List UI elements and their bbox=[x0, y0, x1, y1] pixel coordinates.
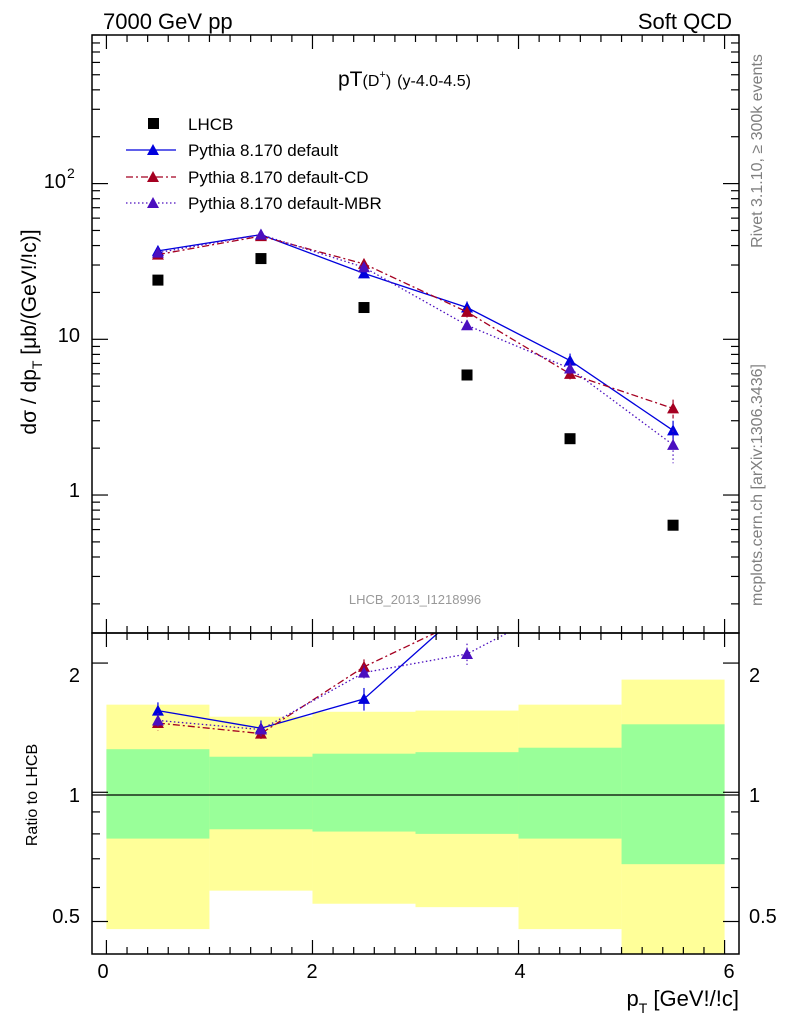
y-label-part-b: [μb/(GeV!/!c)] bbox=[18, 229, 41, 360]
ratio-y-tick-label-2: 2 bbox=[69, 665, 80, 687]
y-tick-label-100-exponent: 2 bbox=[67, 165, 75, 181]
ratio-plot-series bbox=[151, 633, 509, 741]
point-pythia-8-170-default-mbr-1 bbox=[254, 228, 267, 240]
legend-label-mbr: Pythia 8.170 default-MBR bbox=[188, 194, 382, 213]
ratio-y-tick-label-right-2: 2 bbox=[749, 665, 760, 687]
x-tick-label-4: 4 bbox=[514, 961, 525, 983]
ratio-y-axis-label: Ratio to LHCB bbox=[24, 744, 41, 846]
header-left: 7000 GeV pp bbox=[103, 9, 233, 34]
y-tick-label-100: 10 bbox=[44, 171, 66, 193]
point-pythia-8-170-default-mbr-3 bbox=[461, 319, 474, 331]
x-tick-label-0: 0 bbox=[97, 961, 108, 983]
main-axis-ticks bbox=[92, 34, 739, 633]
legend-label-default: Pythia 8.170 default bbox=[188, 141, 339, 160]
analysis-watermark: LHCB_2013_I1218996 bbox=[349, 592, 481, 607]
legend-marker-cd bbox=[147, 171, 159, 182]
x-tick-label-6: 6 bbox=[723, 961, 734, 983]
ratio-uncertainty-bands bbox=[106, 679, 725, 954]
point-pythia-8-170-default-mbr-0 bbox=[151, 246, 164, 258]
point-pythia-8-170-default-2 bbox=[357, 267, 370, 279]
ratio-y-tick-label-1: 1 bbox=[69, 785, 80, 807]
ratio-line-pythia-8-170-default bbox=[157, 633, 439, 729]
ratio-y-tick-label-right-0.5: 0.5 bbox=[749, 906, 777, 928]
point-lhcb-4 bbox=[564, 433, 576, 445]
legend-marker-default bbox=[147, 144, 159, 155]
header-right: Soft QCD bbox=[638, 9, 732, 34]
y-tick-label-10: 10 bbox=[58, 325, 80, 347]
ratio-band-green-4 bbox=[518, 747, 622, 839]
point-lhcb-2 bbox=[358, 302, 370, 314]
ratio-band-green-3 bbox=[415, 752, 519, 834]
line-pythia-8-170-default bbox=[157, 233, 674, 431]
plot-title: pT(D+) (y-4.0-4.5) bbox=[338, 68, 471, 91]
ratio-point-pythia-8-170-default-2 bbox=[357, 692, 370, 704]
x-axis-label: pT [GeV!/!c] bbox=[626, 986, 739, 1016]
legend-label-cd: Pythia 8.170 default-CD bbox=[188, 168, 369, 187]
ratio-point-pythia-8-170-default-mbr-3 bbox=[461, 647, 474, 659]
main-y-axis-label: dσ / dpT [μb/(GeV!/!c)] bbox=[18, 229, 45, 434]
line-pythia-8-170-default-cd bbox=[157, 235, 674, 410]
y-tick-label-1: 1 bbox=[69, 480, 80, 502]
ratio-y-tick-label-right-1: 1 bbox=[749, 785, 760, 807]
ratio-line-pythia-8-170-default-mbr bbox=[157, 633, 509, 731]
ratio-point-pythia-8-170-default-mbr-0 bbox=[151, 714, 164, 726]
point-pythia-8-170-default-cd-5 bbox=[667, 402, 680, 414]
line-pythia-8-170-default-mbr bbox=[157, 233, 674, 446]
point-lhcb-3 bbox=[461, 369, 473, 381]
point-lhcb-1 bbox=[255, 253, 267, 265]
ratio-point-pythia-8-170-default-mbr-2 bbox=[357, 666, 370, 678]
ratio-y-tick-label-0.5: 0.5 bbox=[52, 906, 80, 928]
ratio-point-pythia-8-170-default-0 bbox=[151, 704, 164, 716]
ratio-band-green-0 bbox=[106, 749, 210, 839]
ratio-band-green-2 bbox=[312, 753, 416, 832]
x-tick-label-2: 2 bbox=[306, 961, 317, 983]
mcplots-label: mcplots.cern.ch [arXiv:1306.3436] bbox=[749, 364, 766, 606]
legend-marker-mbr bbox=[147, 197, 159, 208]
point-pythia-8-170-default-4 bbox=[564, 354, 577, 366]
y-label-sub: T bbox=[29, 360, 45, 369]
point-lhcb-5 bbox=[667, 519, 679, 531]
point-pythia-8-170-default-mbr-5 bbox=[667, 438, 680, 450]
ratio-axis-ticks bbox=[92, 633, 739, 954]
rivet-label: Rivet 3.1.10, ≥ 300k events bbox=[749, 54, 766, 248]
ratio-line-pythia-8-170-default-cd bbox=[157, 633, 437, 735]
y-label-part-a: dσ / dp bbox=[18, 369, 41, 435]
ratio-band-green-5 bbox=[621, 724, 725, 865]
legend-label-lhcb: LHCB bbox=[188, 115, 233, 134]
main-plot-series bbox=[151, 228, 680, 531]
point-lhcb-0 bbox=[152, 274, 164, 286]
point-pythia-8-170-default-mbr-4 bbox=[564, 362, 577, 374]
ratio-point-pythia-8-170-default-mbr-1 bbox=[254, 723, 267, 735]
ratio-band-green-1 bbox=[209, 756, 313, 830]
svg-text:dσ / dpT [μb/(GeV!/!c)]: dσ / dpT [μb/(GeV!/!c)] bbox=[18, 229, 45, 434]
point-pythia-8-170-default-mbr-2 bbox=[357, 261, 370, 273]
legend-marker-lhcb bbox=[148, 118, 159, 129]
point-pythia-8-170-default-cd-3 bbox=[461, 305, 474, 317]
point-pythia-8-170-default-5 bbox=[667, 424, 680, 436]
legend: LHCB Pythia 8.170 default Pythia 8.170 d… bbox=[126, 115, 382, 213]
